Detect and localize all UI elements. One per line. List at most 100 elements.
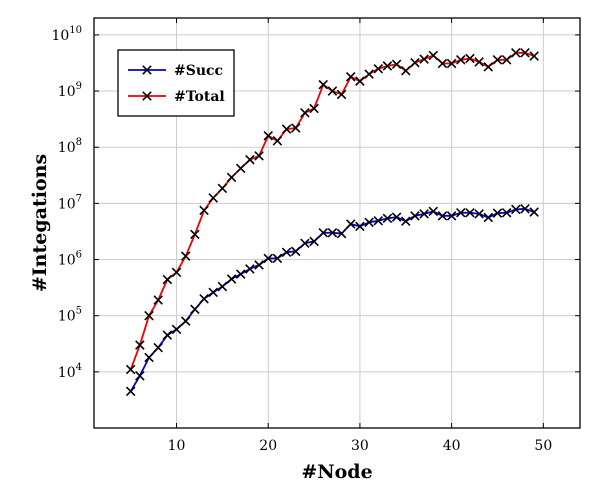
data-point [364, 217, 374, 228]
data-point [410, 211, 420, 221]
data-point [483, 212, 494, 223]
data-point [345, 219, 356, 229]
data-point [382, 213, 393, 224]
data-point [125, 386, 136, 397]
data-point [336, 228, 347, 239]
data-point [437, 58, 448, 69]
data-point [245, 264, 255, 274]
legend-marker [142, 91, 152, 101]
data-point [309, 103, 319, 114]
y-tick-label: 108 [58, 137, 82, 156]
data-point [235, 269, 246, 279]
data-point [226, 274, 237, 284]
data-point [281, 247, 292, 257]
data-point [336, 89, 347, 100]
data-point [245, 154, 255, 165]
y-tick-label: 109 [58, 81, 82, 100]
data-point [465, 208, 475, 218]
data-point [180, 316, 191, 326]
data-point [208, 287, 218, 298]
legend-marker [142, 65, 152, 75]
data-point [190, 229, 200, 240]
data-point [135, 340, 145, 350]
data-point [401, 216, 411, 227]
data-point [135, 371, 145, 381]
series-layer [125, 48, 539, 397]
data-point [465, 53, 475, 64]
data-point [391, 212, 402, 222]
data-point [235, 163, 246, 174]
data-point [419, 209, 429, 219]
plot-frame [93, 17, 581, 429]
data-point [474, 209, 484, 219]
data-point [410, 57, 420, 68]
y-tick-label: 107 [58, 193, 82, 212]
data-point [373, 63, 384, 74]
legend-label: #Succ [174, 63, 223, 79]
data-point [300, 238, 310, 249]
data-point [153, 342, 163, 353]
y-axis-title: #Integations [29, 154, 51, 292]
data-point [263, 130, 273, 141]
x-axis-title: #Node [301, 461, 372, 483]
data-point [290, 246, 301, 257]
data-point [226, 172, 237, 183]
data-point [511, 204, 521, 215]
legend-box [117, 49, 235, 117]
data-point [474, 57, 484, 67]
data-point [483, 62, 494, 72]
x-tick-label: 40 [443, 438, 461, 454]
legend-entry: #Total [128, 89, 225, 105]
data-point [327, 86, 338, 96]
data-point [373, 216, 384, 226]
data-point [125, 364, 136, 375]
x-tick-label: 20 [259, 438, 277, 454]
x-tick-label: 50 [534, 438, 552, 454]
data-point [190, 304, 200, 315]
data-point [318, 79, 329, 90]
data-point [520, 48, 530, 58]
data-point [208, 193, 218, 203]
data-point [446, 58, 457, 69]
data-point [199, 294, 209, 304]
data-point [300, 108, 310, 118]
legend: #Succ #Total [117, 49, 235, 117]
y-tick-label: 1010 [51, 25, 82, 44]
data-point [345, 71, 356, 82]
data-point [144, 310, 154, 321]
data-point [290, 123, 301, 133]
data-point [520, 204, 530, 214]
data-point [281, 124, 292, 134]
data-point [162, 274, 173, 285]
legend-label: #Total [174, 89, 225, 105]
data-point [364, 69, 374, 79]
data-point [254, 260, 264, 270]
data-point [171, 324, 182, 335]
data-point [428, 206, 439, 217]
data-point [318, 227, 329, 238]
legend-entry: #Succ [128, 63, 223, 79]
x-tick-label: 10 [168, 438, 186, 454]
data-point [272, 253, 283, 264]
data-point [511, 48, 521, 58]
x-tick-label: 30 [351, 438, 369, 454]
data-point [456, 208, 466, 218]
data-point [327, 227, 338, 238]
data-point [529, 207, 539, 217]
data-point [501, 55, 512, 65]
data-point [355, 76, 365, 86]
series-total [125, 48, 539, 375]
data-point [501, 208, 512, 218]
data-point [153, 295, 163, 305]
data-point [272, 136, 283, 146]
y-tick-label: 105 [58, 306, 82, 325]
data-point [180, 251, 191, 261]
data-point [254, 151, 264, 161]
data-point [309, 236, 319, 247]
data-point [263, 253, 273, 264]
data-point [401, 65, 411, 76]
data-point [144, 352, 154, 363]
data-point [199, 205, 209, 216]
